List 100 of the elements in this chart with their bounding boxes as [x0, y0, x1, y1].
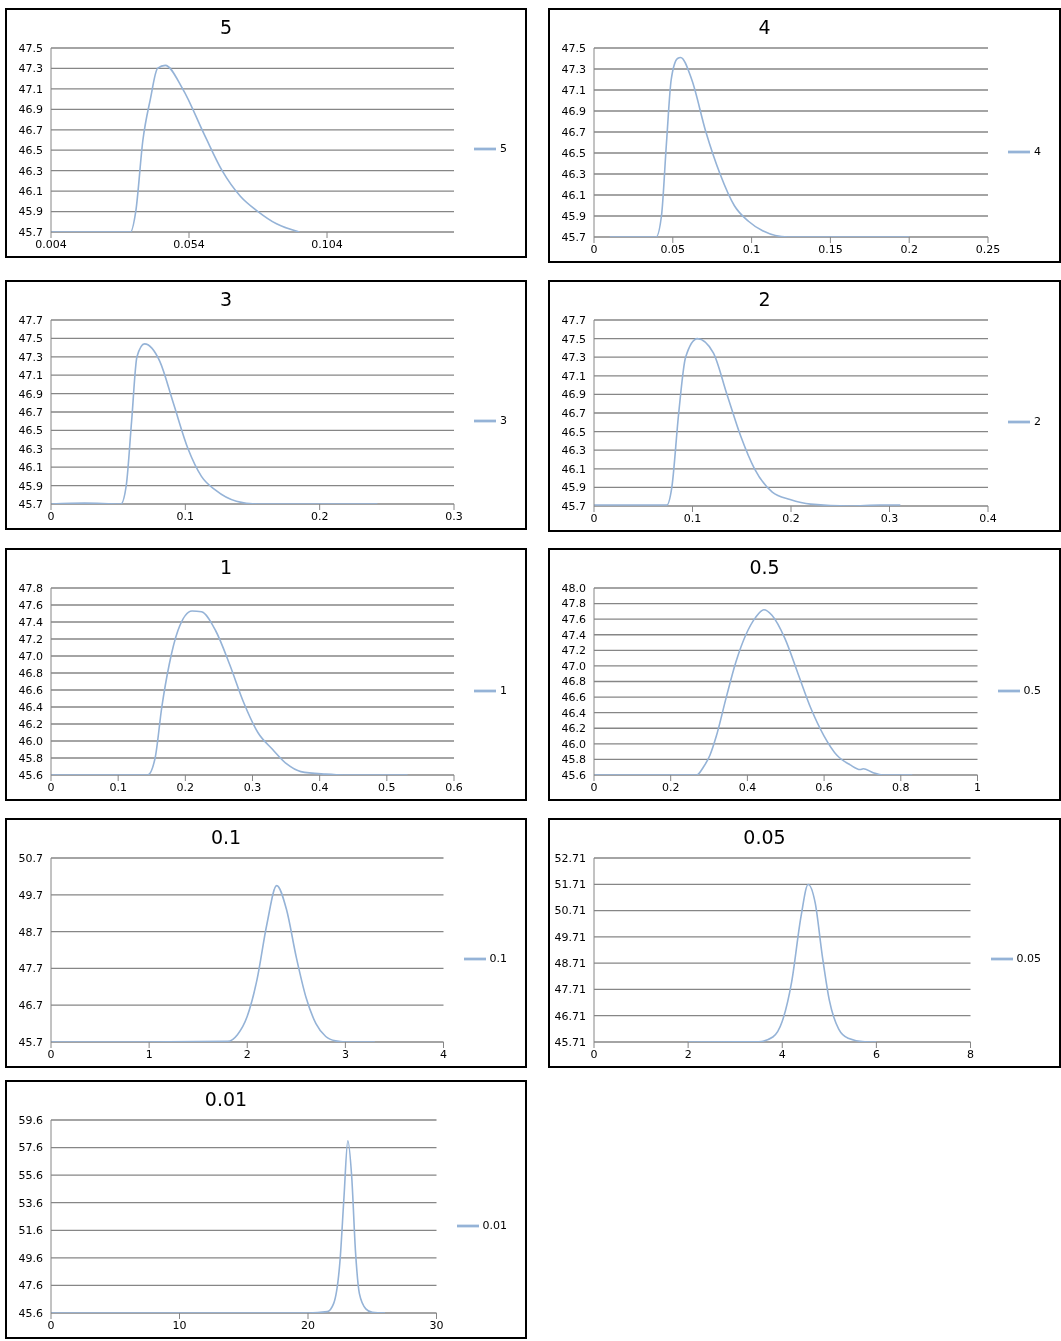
y-tick-label: 45.6 [18, 1306, 43, 1320]
y-tick-label: 45.9 [561, 481, 586, 495]
x-tick-label: 0.1 [176, 509, 195, 523]
y-tick-label: 47.2 [18, 632, 43, 646]
y-tick-label: 46.6 [561, 690, 586, 704]
y-tick-label: 47.6 [18, 598, 43, 612]
chart-title: 2 [758, 288, 771, 310]
line-series [594, 609, 914, 775]
y-tick-label: 47.8 [18, 581, 43, 595]
y-tick-label: 45.7 [18, 497, 43, 511]
legend-label: 4 [1034, 144, 1041, 158]
y-tick-label: 55.6 [18, 1169, 43, 1183]
y-tick-label: 47.6 [561, 613, 586, 627]
x-tick-label: 0.3 [445, 509, 463, 523]
y-tick-label: 46.4 [561, 706, 586, 720]
x-tick-label: 0.3 [880, 511, 899, 525]
y-tick-label: 45.8 [561, 753, 586, 767]
x-tick-label: 0.4 [738, 780, 757, 794]
y-tick-label: 53.6 [18, 1196, 43, 1210]
x-tick-label: 0.2 [900, 242, 918, 256]
y-tick-label: 47.1 [18, 82, 43, 96]
y-tick-label: 50.71 [554, 904, 586, 918]
y-tick-label: 49.6 [18, 1251, 43, 1265]
line-series [51, 1139, 386, 1313]
x-tick-label: 0.2 [310, 509, 329, 523]
x-tick-label: 0 [47, 1047, 55, 1061]
line-series [51, 884, 376, 1042]
y-tick-label: 45.6 [18, 768, 43, 782]
x-tick-label: 0 [590, 242, 598, 256]
x-tick-label: 0.1 [742, 242, 761, 256]
x-tick-label: 0.4 [310, 780, 329, 794]
x-tick-label: 0 [47, 1318, 55, 1332]
y-tick-label: 45.71 [554, 1035, 586, 1049]
chart-title: 0.5 [749, 556, 780, 578]
y-tick-label: 47.5 [561, 332, 586, 346]
y-tick-label: 48.7 [18, 925, 43, 939]
y-tick-label: 46.2 [18, 717, 43, 731]
y-tick-label: 50.7 [18, 851, 43, 865]
x-tick-label: 0.2 [176, 780, 195, 794]
x-tick-label: 0.054 [173, 237, 205, 251]
y-tick-label: 46.7 [18, 123, 43, 137]
line-series [594, 337, 902, 506]
y-tick-label: 46.7 [18, 999, 43, 1013]
y-tick-label: 46.7 [561, 125, 586, 139]
y-tick-label: 47.4 [18, 615, 43, 629]
y-tick-label: 46.7 [18, 405, 43, 419]
line-series [687, 883, 878, 1042]
x-tick-label: 30 [429, 1318, 444, 1332]
y-tick-label: 46.3 [561, 444, 586, 458]
y-tick-label: 47.4 [561, 628, 586, 642]
x-tick-label: 0.004 [35, 237, 67, 251]
y-tick-label: 46.9 [18, 103, 43, 117]
y-tick-label: 46.5 [561, 146, 586, 160]
x-tick-label: 0.15 [818, 242, 843, 256]
chart-title: 1 [219, 556, 233, 578]
y-tick-label: 46.0 [18, 734, 43, 748]
legend-label: 0.05 [1016, 952, 1041, 965]
y-tick-label: 52.71 [554, 851, 586, 865]
y-tick-label: 46.4 [18, 700, 43, 714]
y-tick-label: 57.6 [18, 1141, 43, 1155]
y-tick-label: 45.8 [18, 751, 43, 765]
y-tick-label: 47.1 [18, 369, 43, 383]
x-tick-label: 4 [778, 1047, 786, 1061]
line-series [51, 610, 409, 775]
y-tick-label: 46.1 [18, 461, 43, 475]
y-tick-label: 46.9 [561, 388, 586, 402]
y-tick-label: 47.6 [18, 1279, 43, 1293]
legend-label: 0.5 [1023, 683, 1041, 697]
y-tick-label: 46.8 [18, 666, 43, 680]
y-tick-label: 47.3 [18, 62, 43, 76]
line-series [608, 56, 910, 237]
y-tick-label: 46.5 [18, 144, 43, 158]
y-tick-label: 45.7 [561, 230, 586, 244]
x-tick-label: 0 [590, 1047, 598, 1061]
legend-label: 5 [500, 142, 507, 155]
legend-label: 3 [500, 414, 507, 427]
y-tick-label: 46.5 [561, 425, 586, 439]
y-tick-label: 46.2 [561, 722, 586, 736]
y-tick-label: 47.0 [561, 659, 586, 673]
y-tick-label: 47.3 [18, 350, 43, 364]
x-tick-label: 2 [243, 1047, 251, 1061]
chart-title: 3 [219, 288, 233, 310]
y-tick-label: 47.1 [561, 369, 586, 383]
y-tick-label: 47.1 [561, 83, 586, 97]
legend-label: 0.01 [482, 1218, 507, 1232]
x-tick-label: 0 [590, 511, 598, 525]
y-tick-label: 51.6 [18, 1224, 43, 1238]
y-tick-label: 45.7 [18, 1035, 43, 1049]
x-tick-label: 0 [47, 780, 55, 794]
y-tick-label: 46.8 [561, 675, 586, 689]
chart-title: 5 [219, 16, 233, 38]
y-tick-label: 47.5 [18, 332, 43, 346]
x-tick-label: 6 [872, 1047, 880, 1061]
y-tick-label: 46.3 [561, 167, 586, 181]
y-tick-label: 46.1 [561, 462, 586, 476]
legend-label: 0.1 [489, 952, 507, 965]
y-tick-label: 48.71 [554, 957, 586, 971]
y-tick-label: 46.3 [18, 164, 43, 178]
x-tick-label: 0.6 [815, 780, 833, 794]
y-tick-label: 46.71 [554, 1009, 586, 1023]
